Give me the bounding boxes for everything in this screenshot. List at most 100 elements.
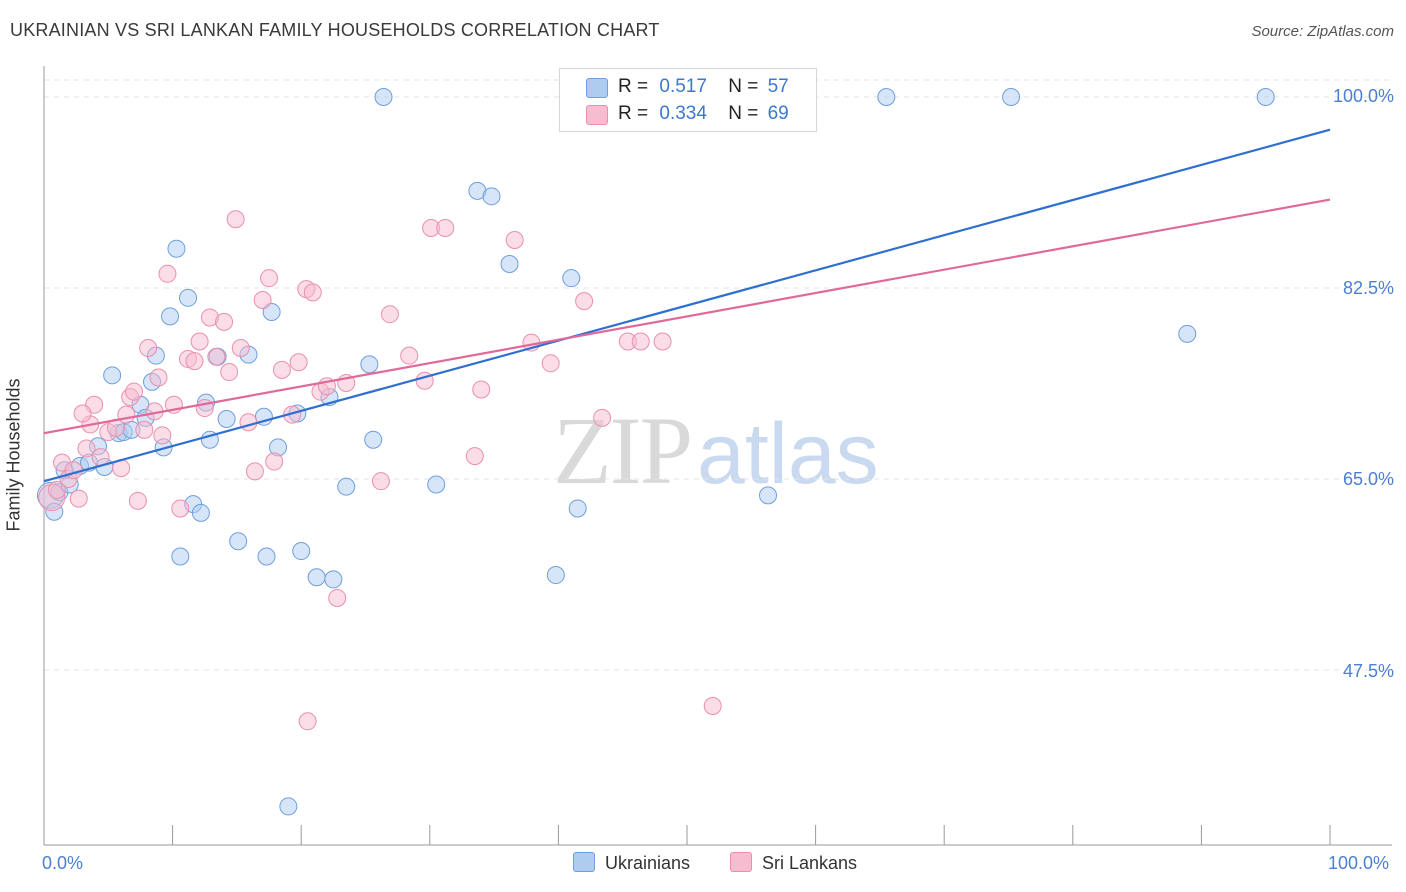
- srilankans-point: [77, 439, 96, 458]
- ukrainians-point: [191, 503, 210, 522]
- legend-r-label: R =: [618, 103, 649, 124]
- srilankans-point: [593, 408, 612, 427]
- srilankans-point: [64, 461, 83, 480]
- srilankans-point: [158, 264, 177, 283]
- srilankans-point: [239, 413, 258, 432]
- ukrainians-point: [482, 187, 501, 206]
- ukrainians-point: [427, 475, 446, 494]
- srilankans-point: [289, 353, 308, 372]
- y-tick-label: 82.5%: [1342, 278, 1394, 298]
- srilankans-point: [171, 499, 190, 518]
- ukrainians-point: [568, 499, 587, 518]
- srilankans-point: [231, 339, 250, 358]
- srilankans-point: [125, 382, 144, 401]
- legend-r-label: R =: [618, 76, 649, 97]
- srilankans-point: [149, 368, 168, 387]
- srilankans-point: [472, 380, 491, 399]
- y-tick-label: 100.0%: [1332, 86, 1394, 106]
- ukrainians-point: [229, 532, 248, 551]
- ukrainians-point: [500, 254, 519, 273]
- srilankans-point: [260, 269, 279, 288]
- watermark-zip: ZIP: [553, 397, 693, 504]
- ukrainians-point: [279, 797, 298, 816]
- srilankans-point: [265, 452, 284, 471]
- ukrainians-point: [167, 239, 186, 258]
- bottom-legend-label: Sri Lankans: [762, 853, 858, 873]
- ukrainians-point: [257, 547, 276, 566]
- srilankans-point: [139, 339, 158, 358]
- ukrainians-point: [262, 303, 281, 322]
- srilankans-swatch: [586, 105, 608, 125]
- bottom-legend-label: Ukrainians: [605, 853, 691, 873]
- ukrainians-point: [179, 288, 198, 307]
- ukrainians-swatch: [573, 852, 595, 872]
- srilankans-point: [226, 210, 245, 229]
- legend-n-label: N =: [728, 103, 759, 124]
- axes: [43, 66, 1392, 846]
- ukrainians-point: [759, 486, 778, 505]
- legend: R = 0.517 N = 57 R = 0.334 N = 69: [559, 68, 817, 132]
- srilankans-point: [220, 363, 239, 382]
- legend-r-value: 0.334: [659, 103, 707, 124]
- srilankans-point: [153, 426, 172, 445]
- srilankans-point: [380, 305, 399, 324]
- ukrainians-point: [217, 409, 236, 428]
- srilankans-point: [135, 420, 154, 439]
- trend-lines: [43, 128, 1331, 483]
- ukrainians-trend-line: [43, 128, 1331, 483]
- ukrainians-point: [171, 547, 190, 566]
- srilankans-point: [272, 360, 291, 379]
- bottom-legend-ukrainians: Ukrainians: [573, 852, 690, 874]
- y-tick-label: 47.5%: [1342, 661, 1394, 681]
- y-axis-label: Family Households: [3, 378, 24, 532]
- ukrainians-point: [877, 88, 896, 106]
- source-label: Source: ZipAtlas.com: [1251, 23, 1394, 40]
- legend-n-value: 57: [767, 76, 789, 97]
- x-tick-label: 0.0%: [42, 853, 84, 873]
- ukrainians-point: [364, 430, 383, 449]
- srilankans-point: [245, 462, 264, 481]
- ukrainians-point: [161, 307, 180, 326]
- srilankans-point: [631, 332, 650, 351]
- srilankans-point: [653, 332, 672, 351]
- srilankans-point: [69, 489, 88, 508]
- srilankans-point: [73, 404, 92, 423]
- srilankans-point: [703, 697, 722, 716]
- srilankans-point: [128, 491, 147, 510]
- srilankans-point: [190, 332, 209, 351]
- legend-r-value: 0.517: [659, 76, 707, 97]
- srilankans-point: [303, 283, 322, 302]
- ukrainians-point: [1002, 88, 1021, 106]
- ukrainians-point: [374, 88, 393, 106]
- ukrainians-point: [562, 269, 581, 288]
- srilankans-point: [298, 712, 317, 731]
- ukrainians-swatch: [586, 78, 608, 98]
- srilankans-point: [253, 291, 272, 310]
- srilankans-point: [465, 447, 484, 466]
- srilankans-trend-line: [43, 198, 1331, 435]
- watermark: ZIPatlas: [553, 395, 879, 506]
- ukrainians-point: [546, 566, 565, 585]
- srilankans-point: [328, 588, 347, 607]
- srilankans-point: [400, 346, 419, 365]
- srilankans-point: [185, 352, 204, 371]
- srilankans-point: [541, 354, 560, 373]
- srilankans-point: [207, 347, 226, 366]
- data-points: [36, 88, 1275, 816]
- ukrainians-point: [1178, 324, 1197, 343]
- x-tick-label: 100.0%: [1328, 853, 1390, 873]
- srilankans-point: [505, 230, 524, 249]
- srilankans-point: [47, 480, 66, 499]
- ukrainians-point: [292, 542, 311, 561]
- srilankans-point: [371, 472, 390, 491]
- srilankans-point: [117, 405, 136, 424]
- ukrainians-point: [103, 366, 122, 385]
- ukrainians-point: [360, 355, 379, 374]
- srilankans-point: [575, 292, 594, 311]
- ukrainians-point: [307, 568, 326, 587]
- legend-n-value: 69: [767, 103, 789, 124]
- srilankans-swatch: [730, 852, 752, 872]
- bottom-legend-srilankans: Sri Lankans: [730, 852, 857, 874]
- srilankans-point: [436, 218, 455, 237]
